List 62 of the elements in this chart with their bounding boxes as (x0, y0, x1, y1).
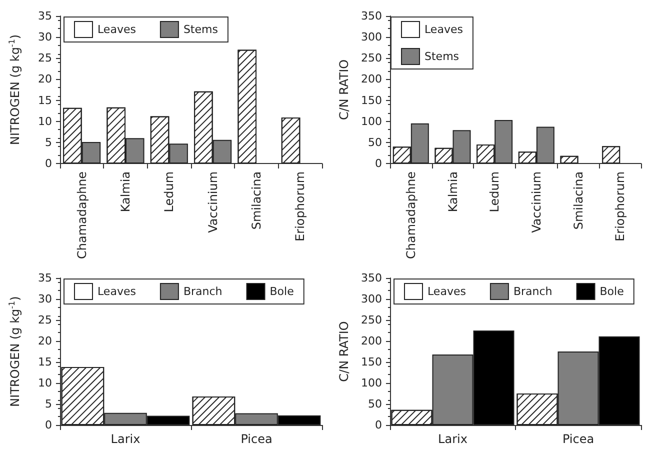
y-tick-label: 0 (45, 156, 52, 170)
y-axis-title: C/N RATIO (337, 59, 352, 120)
x-tick-label: Vaccinium (529, 171, 544, 233)
y-tick-label: 5 (45, 398, 52, 410)
y-tick-label: 250 (361, 314, 382, 326)
legend-label: Leaves (428, 285, 466, 298)
y-tick-label: 100 (361, 114, 382, 128)
x-tick-label: Eriophorum (293, 171, 308, 242)
y-tick-label: 350 (361, 10, 382, 22)
y-tick-label: 10 (38, 376, 52, 390)
legend-label: Branch (183, 285, 222, 298)
y-axis-title: NITROGEN (g kg-1) (8, 34, 22, 146)
legend-label: Stems (183, 23, 218, 36)
y-tick-label: 200 (361, 334, 382, 348)
y-tick-label: 25 (38, 52, 52, 65)
y-tick-label: 0 (375, 418, 382, 432)
x-tick-label: Vaccinium (206, 171, 220, 233)
y-tick-label: 300 (361, 30, 382, 44)
y-tick-label: 200 (361, 72, 382, 86)
legend-label: Leaves (98, 285, 136, 298)
x-tick-label: Chamadaphne (74, 171, 89, 259)
legend-label: Leaves (424, 23, 464, 36)
y-tick-label: 0 (375, 156, 382, 170)
y-tick-label: 150 (361, 356, 382, 368)
y-tick-label: 150 (361, 94, 382, 107)
y-tick-label: 15 (38, 94, 52, 107)
y-tick-label: 35 (38, 272, 52, 284)
y-tick-label: 35 (38, 10, 52, 22)
y-tick-label: 15 (38, 356, 52, 368)
legend-label: Bole (270, 285, 294, 298)
legend-label: Leaves (98, 23, 136, 36)
y-tick-label: 25 (38, 314, 52, 326)
y-tick-label: 30 (38, 292, 52, 306)
y-tick-label: 50 (368, 136, 382, 149)
y-axis-title: NITROGEN (g kg-1) (8, 296, 22, 407)
legend-label: Stems (424, 50, 460, 63)
x-tick-label: Picea (562, 432, 594, 446)
x-tick-label: Smilacina (250, 171, 264, 230)
y-tick-label: 300 (361, 292, 382, 306)
x-tick-label: Larix (438, 432, 468, 446)
y-tick-label: 250 (361, 52, 382, 65)
x-tick-label: Ledum (488, 171, 502, 212)
y-tick-label: 20 (38, 72, 52, 86)
x-tick-label: Smilacina (571, 171, 586, 230)
x-tick-label: Ledum (162, 171, 176, 212)
x-tick-label: Eriophorum (613, 171, 628, 242)
y-tick-label: 0 (45, 418, 52, 432)
y-tick-label: 350 (361, 272, 382, 284)
legend-label: Branch (513, 285, 552, 298)
x-tick-label: Picea (240, 432, 272, 446)
legend-label: Bole (600, 285, 624, 298)
y-tick-label: 30 (38, 30, 52, 44)
x-tick-label: Kalmia (446, 171, 460, 212)
y-tick-label: 20 (38, 334, 52, 348)
x-tick-label: Kalmia (118, 171, 132, 212)
x-tick-label: Chamadaphne (404, 171, 418, 259)
y-tick-label: 100 (361, 376, 382, 390)
x-tick-label: Larix (110, 432, 140, 446)
y-axis-title: C/N RATIO (337, 321, 352, 382)
y-tick-label: 10 (38, 114, 52, 128)
y-tick-label: 5 (45, 136, 52, 149)
y-tick-label: 50 (368, 398, 382, 410)
